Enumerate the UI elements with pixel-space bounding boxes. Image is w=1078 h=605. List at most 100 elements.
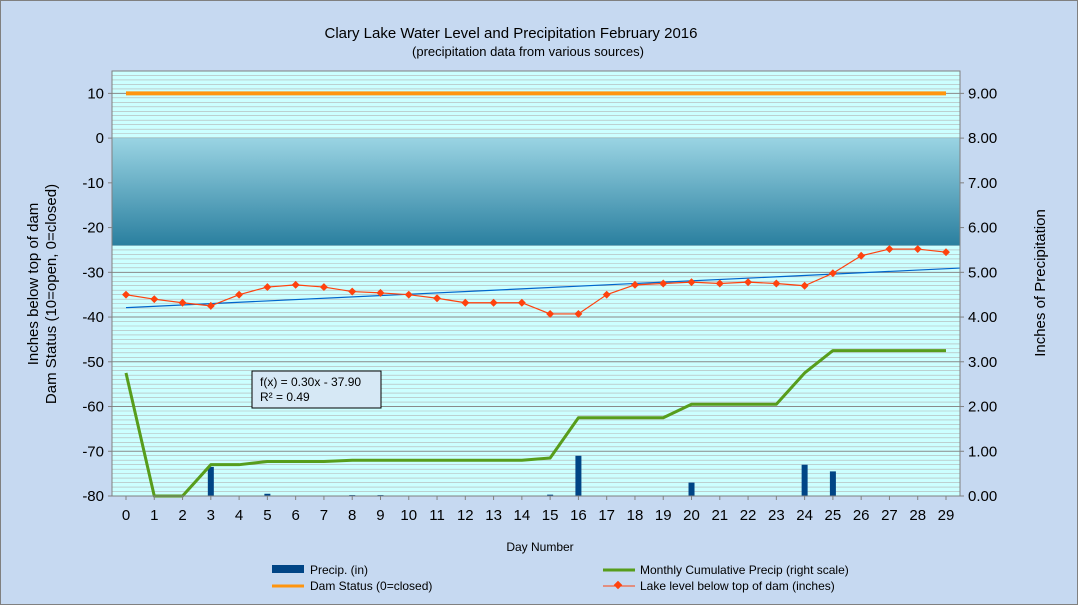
- x-tick-label: 5: [263, 507, 271, 524]
- y-left-tick-label: 10: [87, 85, 104, 102]
- y-right-tick-label: 6.00: [968, 220, 997, 237]
- x-tick-label: 21: [711, 507, 728, 524]
- trend-line: [125, 267, 961, 309]
- x-tick-label: 3: [207, 507, 215, 524]
- x-tick-label: 14: [514, 507, 531, 524]
- series-lines: [122, 91, 961, 498]
- x-tick-label: 26: [853, 507, 870, 524]
- lake-level-point: [433, 294, 441, 303]
- y-left-label-line1: Inches below top of dam: [25, 203, 42, 366]
- precip-bar: [829, 471, 836, 496]
- y-left-tick-label: -20: [82, 220, 104, 237]
- y-right-tick-label: 0.00: [968, 488, 997, 505]
- legend-label-precip: Precip. (in): [310, 563, 368, 577]
- x-axis-label: Day Number: [506, 540, 573, 554]
- lake-level-point: [828, 269, 837, 278]
- precip-bar: [547, 494, 554, 496]
- y-right-tick-label: 9.00: [968, 85, 997, 102]
- x-tick-label: 1: [150, 507, 158, 524]
- legend-label-cumulative: Monthly Cumulative Precip (right scale): [640, 563, 849, 577]
- regression-equation: f(x) = 0.30x - 37.90: [260, 375, 361, 389]
- legend-item-cumulative: Monthly Cumulative Precip (right scale): [603, 563, 849, 577]
- lake-level-point: [800, 281, 809, 290]
- y-right-tick-label: 5.00: [968, 264, 997, 281]
- legend-label-dam-status: Dam Status (0=closed): [310, 579, 432, 593]
- x-tick-label: 19: [655, 507, 672, 524]
- plot-frame: [111, 70, 961, 497]
- legend-item-dam-status: Dam Status (0=closed): [272, 579, 432, 593]
- x-tick-label: 23: [768, 507, 785, 524]
- lake-level-line: [125, 248, 947, 315]
- x-tick-label: 29: [938, 507, 955, 524]
- x-tick-label: 24: [796, 507, 813, 524]
- y-right-tick-label: 1.00: [968, 443, 997, 460]
- lake-level-point: [744, 278, 753, 287]
- x-tick-label: 15: [542, 507, 559, 524]
- precip-bar: [801, 464, 808, 496]
- y-right-tick-label: 7.00: [968, 175, 997, 192]
- lake-level-point: [150, 295, 159, 304]
- legend: Precip. (in) Dam Status (0=closed) Month…: [272, 563, 849, 593]
- y-left-tick-label: 0: [96, 130, 104, 147]
- precip-bar: [688, 482, 695, 496]
- x-tick-label: 0: [122, 507, 130, 524]
- lake-level-point: [517, 298, 526, 307]
- lake-level-point: [319, 283, 328, 292]
- x-tick-label: 7: [320, 507, 328, 524]
- x-tick-label: 8: [348, 507, 356, 524]
- x-tick-label: 11: [429, 507, 445, 524]
- chart-title: Clary Lake Water Level and Precipitation…: [325, 25, 698, 42]
- axis-ticks: 100-10-20-30-40-50-60-70-809.008.007.006…: [82, 85, 997, 524]
- regression-r-squared: R² = 0.49: [260, 390, 310, 404]
- lake-level-point: [574, 309, 583, 318]
- y-left-tick-label: -50: [82, 354, 104, 371]
- precip-bar: [207, 466, 214, 496]
- x-tick-label: 10: [400, 507, 417, 524]
- lake-level-point: [291, 280, 300, 289]
- lake-level-point: [404, 290, 413, 299]
- chart-subtitle: (precipitation data from various sources…: [412, 44, 644, 59]
- x-tick-label: 20: [683, 507, 700, 524]
- lake-level-point: [772, 279, 781, 288]
- lake-level-point: [885, 245, 894, 254]
- lake-level-point: [348, 287, 357, 296]
- lake-level-point: [235, 290, 244, 299]
- regression-box: f(x) = 0.30x - 37.90 R² = 0.49: [251, 370, 382, 409]
- lake-level-point: [206, 301, 215, 310]
- plot-area: [112, 71, 960, 496]
- lake-level-point: [376, 288, 385, 297]
- y-right-tick-label: 8.00: [968, 130, 997, 147]
- y-right-tick-label: 3.00: [968, 354, 997, 371]
- x-tick-label: 22: [740, 507, 757, 524]
- lake-level-point: [122, 290, 130, 299]
- y-left-tick-label: -60: [82, 399, 104, 416]
- x-tick-label: 6: [291, 507, 299, 524]
- x-tick-label: 18: [627, 507, 644, 524]
- regression-box-frame: [251, 370, 382, 409]
- x-tick-label: 4: [235, 507, 243, 524]
- cumulative-precip-line: [124, 349, 946, 498]
- legend-item-lake-level: Lake level below top of dam (inches): [603, 579, 835, 593]
- shaded-band: [112, 138, 960, 246]
- y-left-tick-label: -10: [82, 175, 104, 192]
- y-left-label-line2: Dam Status (10=open, 0=closed): [43, 184, 60, 404]
- x-tick-label: 9: [376, 507, 384, 524]
- precip-bar: [575, 455, 582, 496]
- x-tick-label: 2: [178, 507, 186, 524]
- lake-level-point: [913, 245, 922, 254]
- y-left-tick-label: -30: [82, 264, 104, 281]
- y-right-tick-label: 4.00: [968, 309, 997, 326]
- x-tick-label: 17: [598, 507, 615, 524]
- legend-marker-lake-level: [613, 580, 623, 590]
- y-left-tick-label: -40: [82, 309, 104, 326]
- x-tick-label: 28: [909, 507, 926, 524]
- x-tick-label: 25: [825, 507, 842, 524]
- y-right-label: Inches of Precipitation: [1032, 209, 1049, 357]
- lake-level-point: [178, 298, 187, 307]
- lake-level-point: [263, 283, 272, 292]
- x-tick-label: 13: [485, 507, 502, 524]
- lake-level-point: [687, 278, 696, 287]
- legend-item-precip: Precip. (in): [272, 563, 368, 577]
- y-right-tick-label: 2.00: [968, 399, 997, 416]
